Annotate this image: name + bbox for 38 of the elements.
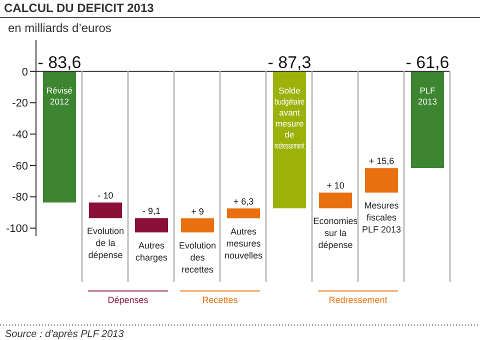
data-label: + 6,3 (233, 196, 254, 206)
data-label: - 10 (98, 190, 114, 200)
bar (319, 192, 352, 208)
y-tick-label: 0 (22, 66, 28, 78)
x-tick-label: Solde budgétaire avant mesure de redressement (274, 85, 326, 150)
x-tick-label: Economies sur la dépense (313, 216, 358, 250)
data-label: + 10 (326, 180, 344, 191)
bar (89, 202, 122, 218)
x-tick-label: Autres charges (135, 240, 168, 262)
data-label: - 61,6 (406, 53, 450, 72)
x-tick-label: Evolution de la dépense (86, 226, 124, 260)
y-tick-label: -40 (12, 128, 28, 141)
text: Redressement (328, 295, 388, 305)
bar (181, 218, 214, 232)
data-label: + 9 (191, 206, 204, 216)
data-label: - 87,3 (268, 53, 312, 72)
x-tick-label: Evolution des recettes (178, 240, 216, 274)
data-label: + 15,6 (368, 156, 394, 166)
x-tick-label: Autres mesures nouvelles (224, 226, 264, 260)
chart-title: CALCUL DU DEFICIT 2013 (4, 1, 154, 15)
bar (43, 71, 76, 202)
text: Dépenses (108, 295, 149, 305)
bar (411, 71, 444, 168)
x-tick-label: Mesures fiscales PLF 2013 (362, 200, 402, 235)
y-tick-label: -60 (12, 160, 28, 172)
chart-subtitle: en milliards d’euros (8, 21, 112, 35)
bar (365, 168, 398, 193)
y-tick-label: -80 (12, 192, 28, 204)
text: Recettes (202, 295, 238, 305)
x-tick-label: PLF 2013 (418, 85, 438, 106)
data-label: - 9,1 (142, 206, 161, 216)
bar (227, 208, 260, 218)
data-label: - 83,6 (38, 53, 82, 72)
y-tick-label: -100 (6, 223, 28, 236)
x-tick-label: Révisé 2012 (46, 85, 73, 106)
source-note: Source : d’après PLF 2013 (5, 329, 124, 340)
y-tick-label: -20 (12, 98, 28, 110)
bar (135, 218, 168, 232)
